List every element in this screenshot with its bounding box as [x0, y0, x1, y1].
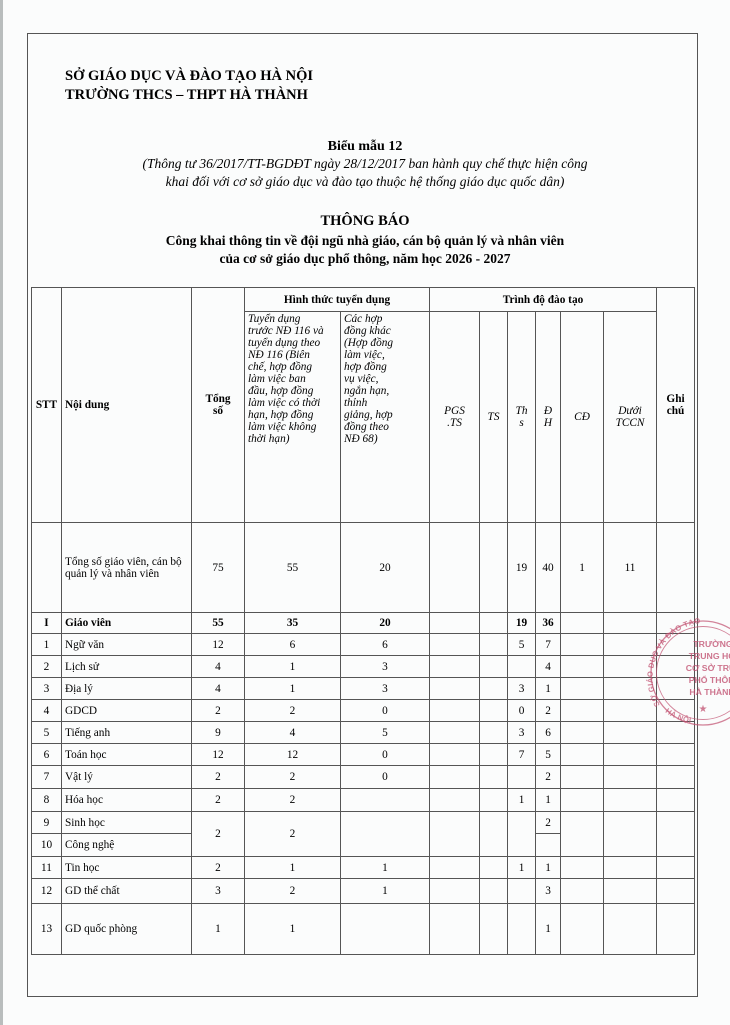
svg-text:TRƯỜNG: TRƯỜNG	[693, 638, 730, 649]
svg-text:★: ★	[699, 704, 708, 715]
